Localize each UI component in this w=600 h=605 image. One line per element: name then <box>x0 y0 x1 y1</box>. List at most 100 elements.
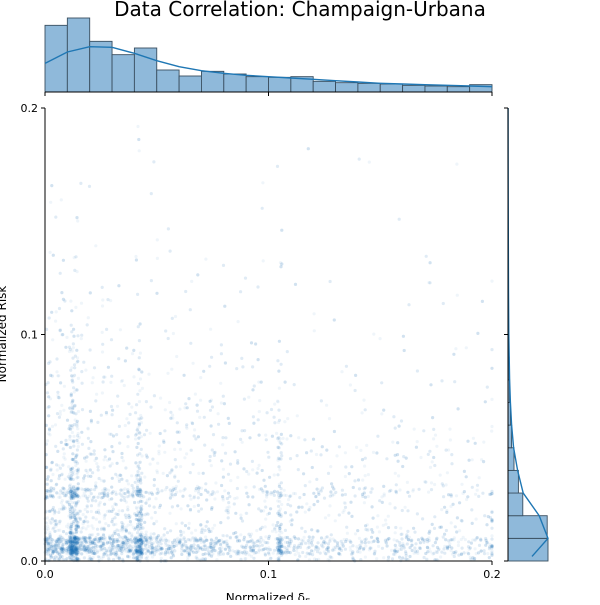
scatter-point <box>163 429 167 433</box>
scatter-point <box>471 538 475 542</box>
scatter-point <box>329 465 333 469</box>
scatter-point <box>123 536 128 540</box>
scatter-point <box>170 505 174 509</box>
scatter-point <box>228 535 232 540</box>
scatter-point <box>405 542 409 546</box>
scatter-point <box>302 535 306 539</box>
scatter-point <box>134 411 138 415</box>
scatter-point <box>209 398 213 402</box>
scatter-point <box>154 544 159 549</box>
scatter-point <box>449 521 453 525</box>
scatter-point <box>73 537 78 542</box>
scatter-point <box>375 525 379 529</box>
scatter-point <box>422 555 426 560</box>
scatter-point <box>202 415 206 419</box>
scatter-point <box>53 547 57 551</box>
scatter-point <box>473 547 477 551</box>
scatter-point <box>316 545 320 550</box>
scatter-point <box>75 522 79 526</box>
scatter-point <box>72 434 76 438</box>
scatter-point <box>265 411 269 415</box>
scatter-point <box>138 377 143 381</box>
scatter-point <box>482 552 487 556</box>
scatter-point <box>293 553 297 557</box>
scatter-point <box>105 509 109 514</box>
scatter-point <box>60 544 64 549</box>
scatter-point <box>120 540 124 544</box>
scatter-point <box>62 455 66 459</box>
scatter-point <box>77 546 81 550</box>
scatter-point <box>68 505 72 509</box>
scatter-point <box>138 544 142 548</box>
scatter-point <box>109 380 113 384</box>
scatter-point <box>260 548 264 552</box>
scatter-point <box>167 539 171 543</box>
scatter-point <box>382 556 386 560</box>
scatter-point <box>375 557 379 561</box>
scatter-point <box>490 550 494 554</box>
scatter-point <box>276 549 281 553</box>
scatter-point <box>71 543 75 547</box>
scatter-point <box>190 279 194 283</box>
scatter-point <box>297 551 301 556</box>
scatter-point <box>85 551 89 555</box>
scatter-point <box>398 547 402 551</box>
scatter-point <box>88 539 92 544</box>
scatter-point <box>276 499 280 503</box>
scatter-point <box>109 299 113 303</box>
scatter-point <box>328 539 332 543</box>
scatter-point <box>72 540 76 544</box>
scatter-point <box>45 540 49 544</box>
scatter-point <box>171 486 175 490</box>
scatter-point <box>75 489 79 493</box>
scatter-point <box>195 539 199 544</box>
scatter-point <box>79 530 83 534</box>
scatter-point <box>76 434 80 438</box>
scatter-point <box>59 501 64 505</box>
scatter-point <box>59 554 63 559</box>
scatter-point <box>119 546 123 550</box>
scatter-point <box>91 526 95 530</box>
scatter-point <box>301 550 305 555</box>
scatter-point <box>343 451 347 455</box>
scatter-point <box>257 410 261 414</box>
scatter-point <box>239 533 243 537</box>
scatter-point <box>115 556 119 560</box>
scatter-point <box>209 537 213 541</box>
scatter-point <box>115 474 120 478</box>
scatter-point <box>320 486 324 490</box>
scatter-point <box>101 548 105 552</box>
scatter-point <box>75 544 79 548</box>
scatter-point <box>70 548 74 552</box>
scatter-point <box>490 279 494 283</box>
top-hist-bar <box>200 70 225 93</box>
scatter-point <box>98 500 102 504</box>
scatter-point <box>81 522 85 526</box>
scatter-point <box>288 457 293 461</box>
scatter-point <box>345 531 349 535</box>
scatter-point <box>342 537 346 542</box>
scatter-point <box>55 357 59 361</box>
top-hist-bar <box>357 82 381 93</box>
scatter-point <box>279 535 284 540</box>
scatter-point <box>161 471 165 475</box>
scatter-point <box>105 553 109 557</box>
scatter-point <box>73 418 77 422</box>
scatter-point <box>444 448 448 452</box>
scatter-point <box>98 520 102 524</box>
scatter-point <box>197 489 201 494</box>
scatter-point <box>281 436 285 440</box>
scatter-point <box>70 510 74 514</box>
scatter-point <box>64 438 68 442</box>
scatter-point <box>101 532 105 537</box>
scatter-point <box>194 528 198 532</box>
scatter-point <box>72 541 77 545</box>
scatter-point <box>82 543 86 547</box>
scatter-point <box>58 528 62 532</box>
scatter-point <box>180 549 184 554</box>
scatter-point <box>247 472 251 476</box>
scatter-point <box>427 547 431 551</box>
scatter-point <box>377 530 381 534</box>
scatter-point <box>363 538 367 542</box>
top-hist-bar <box>89 40 113 93</box>
